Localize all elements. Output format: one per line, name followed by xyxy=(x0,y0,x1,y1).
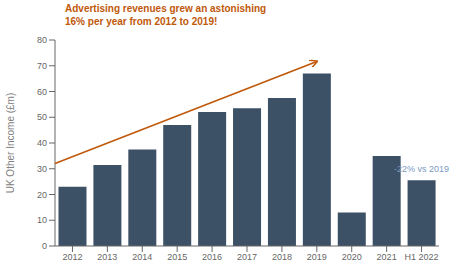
svg-text:30: 30 xyxy=(37,164,47,174)
svg-text:-22% vs 2019: -22% vs 2019 xyxy=(394,164,449,174)
svg-text:2012: 2012 xyxy=(62,252,82,262)
svg-text:H1 2022: H1 2022 xyxy=(405,252,439,262)
svg-text:50: 50 xyxy=(37,112,47,122)
svg-text:2018: 2018 xyxy=(272,252,292,262)
svg-text:2014: 2014 xyxy=(132,252,152,262)
svg-text:80: 80 xyxy=(37,35,47,45)
svg-text:10: 10 xyxy=(37,215,47,225)
svg-text:2021: 2021 xyxy=(377,252,397,262)
svg-text:20: 20 xyxy=(37,190,47,200)
svg-text:UK Other Income (£m): UK Other Income (£m) xyxy=(8,93,16,194)
svg-text:40: 40 xyxy=(37,138,47,148)
svg-text:2019: 2019 xyxy=(307,252,327,262)
svg-text:2020: 2020 xyxy=(342,252,362,262)
svg-text:60: 60 xyxy=(37,87,47,97)
svg-text:70: 70 xyxy=(37,61,47,71)
svg-text:2016: 2016 xyxy=(202,252,222,262)
svg-text:2015: 2015 xyxy=(167,252,187,262)
svg-text:2017: 2017 xyxy=(237,252,257,262)
svg-text:0: 0 xyxy=(42,241,47,251)
svg-text:Advertising revenues grew an a: Advertising revenues grew an astonishing… xyxy=(65,3,266,27)
svg-text:2013: 2013 xyxy=(97,252,117,262)
